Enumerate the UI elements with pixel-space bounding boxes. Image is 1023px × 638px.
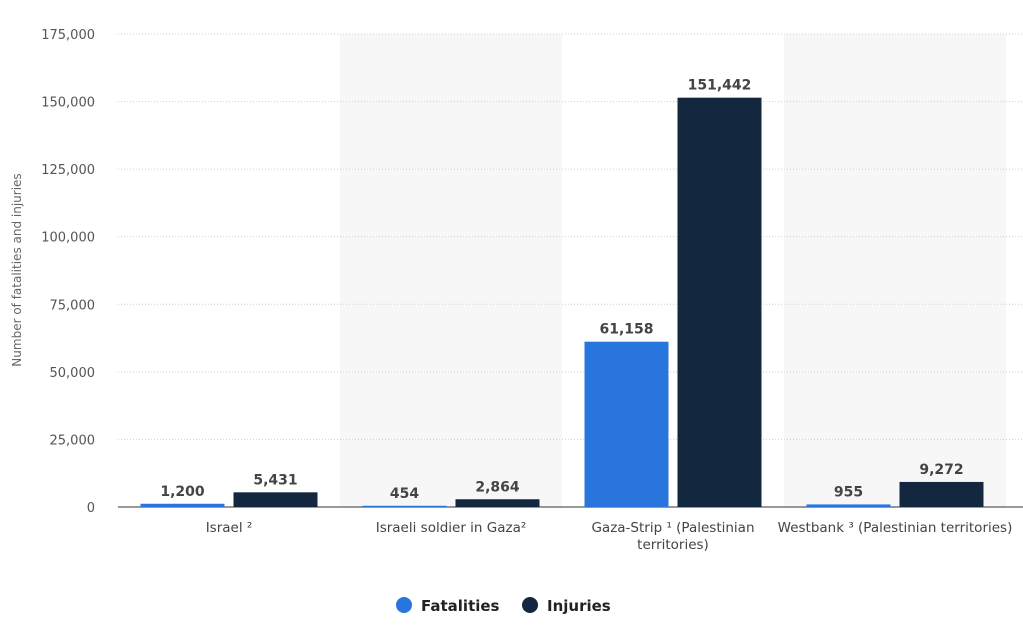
- legend-marker: [522, 597, 538, 613]
- data-label: 454: [390, 486, 419, 502]
- y-tick-label: 50,000: [50, 366, 96, 381]
- data-label: 2,864: [475, 479, 520, 495]
- category-band: [784, 34, 1006, 507]
- legend-label: Injuries: [547, 597, 611, 615]
- bar-fatalities: [362, 505, 447, 507]
- x-tick-label: Israel ²: [206, 520, 253, 536]
- bar-injuries: [677, 97, 762, 507]
- data-label: 151,442: [688, 78, 752, 94]
- legend-label: Fatalities: [421, 597, 500, 615]
- bar-injuries: [899, 481, 984, 507]
- x-tick-label: Westbank ³ (Palestinian territories): [778, 520, 1013, 536]
- x-tick-label: Israeli soldier in Gaza²: [376, 520, 527, 536]
- data-label: 1,200: [160, 484, 205, 500]
- bar-fatalities: [806, 504, 891, 507]
- x-tick-label: Gaza-Strip ¹ (Palestinian: [591, 520, 754, 536]
- bar-fatalities: [584, 341, 669, 507]
- legend-marker: [396, 597, 412, 613]
- data-label: 61,158: [599, 322, 653, 338]
- y-tick-label: 0: [87, 501, 95, 516]
- bar-injuries: [233, 492, 318, 507]
- y-tick-label: 75,000: [50, 298, 96, 313]
- legend: Fatalities Injuries: [396, 597, 611, 615]
- data-label: 5,431: [253, 472, 297, 488]
- y-tick-label: 150,000: [41, 96, 95, 111]
- y-tick-label: 25,000: [50, 433, 96, 448]
- y-tick-label: 125,000: [41, 163, 95, 178]
- bar-injuries: [455, 499, 540, 507]
- bar-fatalities: [140, 503, 225, 507]
- y-tick-label: 175,000: [41, 28, 95, 43]
- y-tick-label: 100,000: [41, 231, 95, 246]
- category-band: [340, 34, 562, 507]
- data-label: 9,272: [919, 462, 963, 478]
- x-tick-label: territories): [637, 537, 709, 553]
- y-axis-label: Number of fatalities and injuries: [10, 173, 24, 366]
- data-label: 955: [834, 484, 863, 500]
